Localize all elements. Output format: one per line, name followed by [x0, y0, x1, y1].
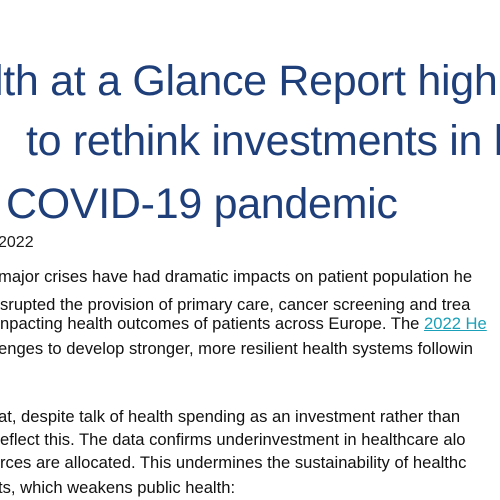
article-title-line-2: to rethink investments in h — [26, 117, 500, 165]
paragraph-1-line-2: srupted the provision of primary care, c… — [0, 295, 471, 314]
report-link[interactable]: 2022 He — [424, 314, 487, 333]
paragraph-1-line-1: major crises have had dramatic impacts o… — [0, 267, 473, 286]
paragraph-2-line-3: rces are allocated. This undermines the … — [0, 453, 467, 472]
article-title-line-3: COVID-19 pandemic — [6, 180, 398, 228]
paragraph-2-line-4: ts, which weakens public health: — [0, 478, 236, 497]
paragraph-2-line-2: eflect this. The data confirms underinve… — [0, 430, 466, 449]
publication-date: 2022 — [0, 234, 34, 251]
paragraph-1-line-3-text: npacting health outcomes of patients acr… — [0, 314, 425, 333]
paragraph-1-line-3: npacting health outcomes of patients acr… — [0, 314, 487, 333]
article-title-line-1: lth at a Glance Report high — [0, 57, 498, 105]
paragraph-1-line-4: enges to develop stronger, more resilien… — [0, 339, 474, 358]
paragraph-2-line-1: at, despite talk of health spending as a… — [0, 407, 461, 426]
